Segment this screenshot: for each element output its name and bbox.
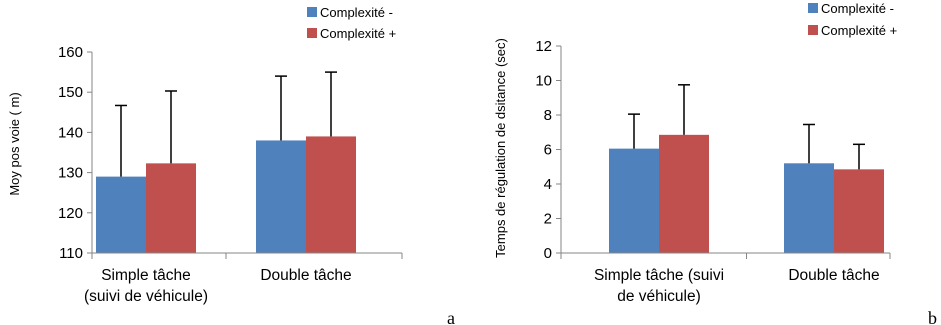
- chart-a-x-category-label: Double tâche: [260, 267, 351, 284]
- chart-a-legend-label: Complexité -: [320, 5, 393, 20]
- chart-b-x-category-label: de véhicule): [617, 288, 701, 305]
- chart-a-bar-complexite-plus-1: [306, 136, 356, 253]
- chart-b-y-tick-label: 2: [544, 211, 552, 228]
- chart-b-bar-complexite-plus-0: [659, 134, 709, 253]
- chart-a-bar-complexite-minus-1: [256, 140, 306, 253]
- chart-a-y-tick-label: 160: [58, 44, 83, 61]
- chart-a-bar-complexite-minus-0: [96, 176, 146, 253]
- chart-a-legend-swatch: [307, 28, 317, 38]
- chart-b-x-category-label: Simple tâche (suivi: [594, 267, 724, 284]
- chart-b-y-tick-label: 4: [544, 176, 552, 193]
- chart-b-bar-complexite-minus-0: [609, 148, 659, 253]
- chart-a-panel-letter: a: [447, 308, 455, 325]
- chart-b-y-axis-label: Temps de régulation de dsitance (sec): [493, 38, 508, 258]
- chart-b-y-tick-label: 12: [535, 38, 552, 55]
- chart-a-y-tick-label: 150: [58, 84, 83, 101]
- chart-b-y-tick-label: 10: [535, 73, 552, 90]
- chart-b-bar-complexite-minus-1: [784, 163, 834, 253]
- chart-a-x-category-label: Simple tâche: [101, 267, 191, 284]
- chart-b-y-tick-label: 8: [544, 107, 552, 124]
- chart-b-legend-label: Complexité -: [821, 1, 894, 16]
- chart-b-legend-swatch: [808, 25, 818, 35]
- chart-b-panel-letter: b: [928, 308, 937, 325]
- chart-b-bar-complexite-plus-1: [834, 169, 884, 253]
- chart-b-legend-swatch: [808, 3, 818, 13]
- chart-b-x-category-label: Double tâche: [788, 267, 879, 284]
- chart-a-legend-swatch: [307, 7, 317, 17]
- chart-b-y-tick-label: 0: [544, 245, 552, 262]
- chart-a-bar-complexite-plus-0: [146, 163, 196, 253]
- chart-a-y-tick-label: 130: [58, 165, 83, 182]
- chart-a-legend-label: Complexité +: [320, 26, 396, 41]
- chart-a-y-tick-label: 110: [59, 245, 83, 262]
- chart-a-y-tick-label: 140: [58, 124, 83, 141]
- chart-a-y-tick-label: 120: [58, 205, 83, 222]
- chart-b-legend-label: Complexité +: [821, 23, 897, 38]
- chart-a-y-axis-label: Moy pos voie ( m): [7, 92, 22, 195]
- chart-b-y-tick-label: 6: [544, 142, 552, 159]
- chart-a-x-category-label: (suivi de véhicule): [84, 288, 208, 305]
